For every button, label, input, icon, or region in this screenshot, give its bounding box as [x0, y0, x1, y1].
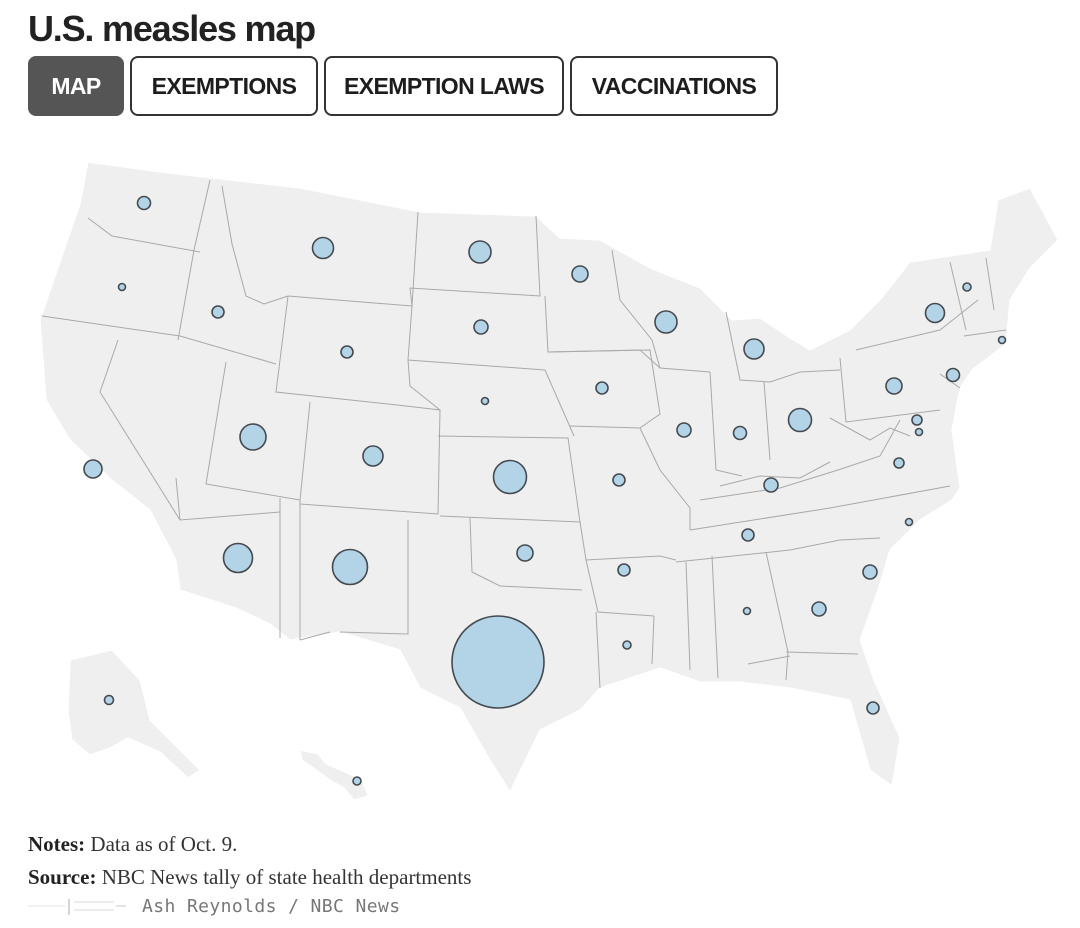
tab-exemption-laws[interactable]: EXEMPTION LAWS	[324, 56, 564, 116]
credit-line: Ash Reynolds / NBC News	[28, 895, 400, 917]
state-borders	[41, 179, 1007, 689]
bubble-ia	[595, 381, 609, 395]
source-line: Source: NBC News tally of state health d…	[28, 861, 471, 894]
bubble-co	[362, 445, 384, 467]
bubble-ny	[924, 302, 946, 324]
tab-vaccinations[interactable]: VACCINATIONS	[570, 56, 778, 116]
bubble-la	[622, 640, 632, 650]
bubble-id	[211, 305, 225, 319]
bubble-wi	[654, 310, 678, 334]
notes-label: Notes:	[28, 832, 86, 856]
bubble-mn	[571, 265, 589, 283]
page-title: U.S. measles map	[28, 8, 316, 49]
bubble-al	[742, 606, 752, 616]
bubble-ok	[516, 544, 534, 562]
land	[39, 161, 1059, 801]
bubble-ut	[239, 423, 267, 451]
contiguous-us-land	[39, 161, 1059, 794]
bubble-sd	[473, 319, 489, 335]
alaska-land	[67, 649, 201, 779]
bubble-mi	[743, 338, 765, 360]
bubble-ca	[83, 459, 103, 479]
bubble-mo	[612, 473, 626, 487]
bubble-ar	[617, 563, 631, 577]
tab-map[interactable]: MAP	[28, 56, 124, 116]
us-map-svg	[39, 161, 1059, 801]
source-label: Source:	[28, 865, 97, 889]
bubble-ne	[480, 396, 490, 406]
credit-text: Ash Reynolds / NBC News	[142, 895, 401, 917]
tab-exemptions[interactable]: EXEMPTIONS	[130, 56, 318, 116]
bubble-or	[117, 282, 127, 292]
hawaii-land	[299, 749, 369, 801]
view-tabs: MAP EXEMPTIONS EXEMPTION LAWS VACCINATIO…	[28, 56, 778, 116]
bubble-wa	[136, 195, 152, 211]
notes-text: Data as of Oct. 9.	[90, 832, 238, 856]
faded-logo-icon	[28, 899, 126, 915]
bubble-md	[911, 414, 923, 426]
bubble-sc	[862, 564, 878, 580]
bubble-in	[732, 425, 748, 441]
bubble-ks	[492, 459, 528, 495]
bubble-wy	[340, 345, 354, 359]
bubble-nc	[904, 517, 914, 527]
bubble-il	[676, 422, 692, 438]
bubble-va	[893, 457, 905, 469]
bubble-fl	[866, 701, 880, 715]
case-bubbles	[83, 195, 1007, 786]
notes-block: Notes: Data as of Oct. 9. Source: NBC Ne…	[28, 828, 471, 894]
bubble-tn	[741, 528, 755, 542]
bubble-vt	[962, 282, 972, 292]
bubble-ga	[811, 601, 827, 617]
source-text: NBC News tally of state health departmen…	[101, 865, 472, 889]
notes-line: Notes: Data as of Oct. 9.	[28, 828, 471, 861]
bubble-hi	[352, 776, 362, 786]
bubble-dc	[914, 427, 924, 437]
bubble-nd	[468, 240, 492, 264]
bubble-ak	[103, 694, 115, 706]
bubble-nj	[945, 367, 961, 383]
bubble-ky	[763, 477, 779, 493]
bubble-mt	[311, 236, 335, 260]
bubble-pa	[885, 377, 903, 395]
bubble-tx	[451, 615, 545, 709]
us-map	[0, 140, 1080, 820]
bubble-oh	[787, 407, 813, 433]
bubble-nm	[331, 548, 369, 586]
bubble-az	[222, 542, 254, 574]
bubble-ct	[997, 335, 1007, 345]
